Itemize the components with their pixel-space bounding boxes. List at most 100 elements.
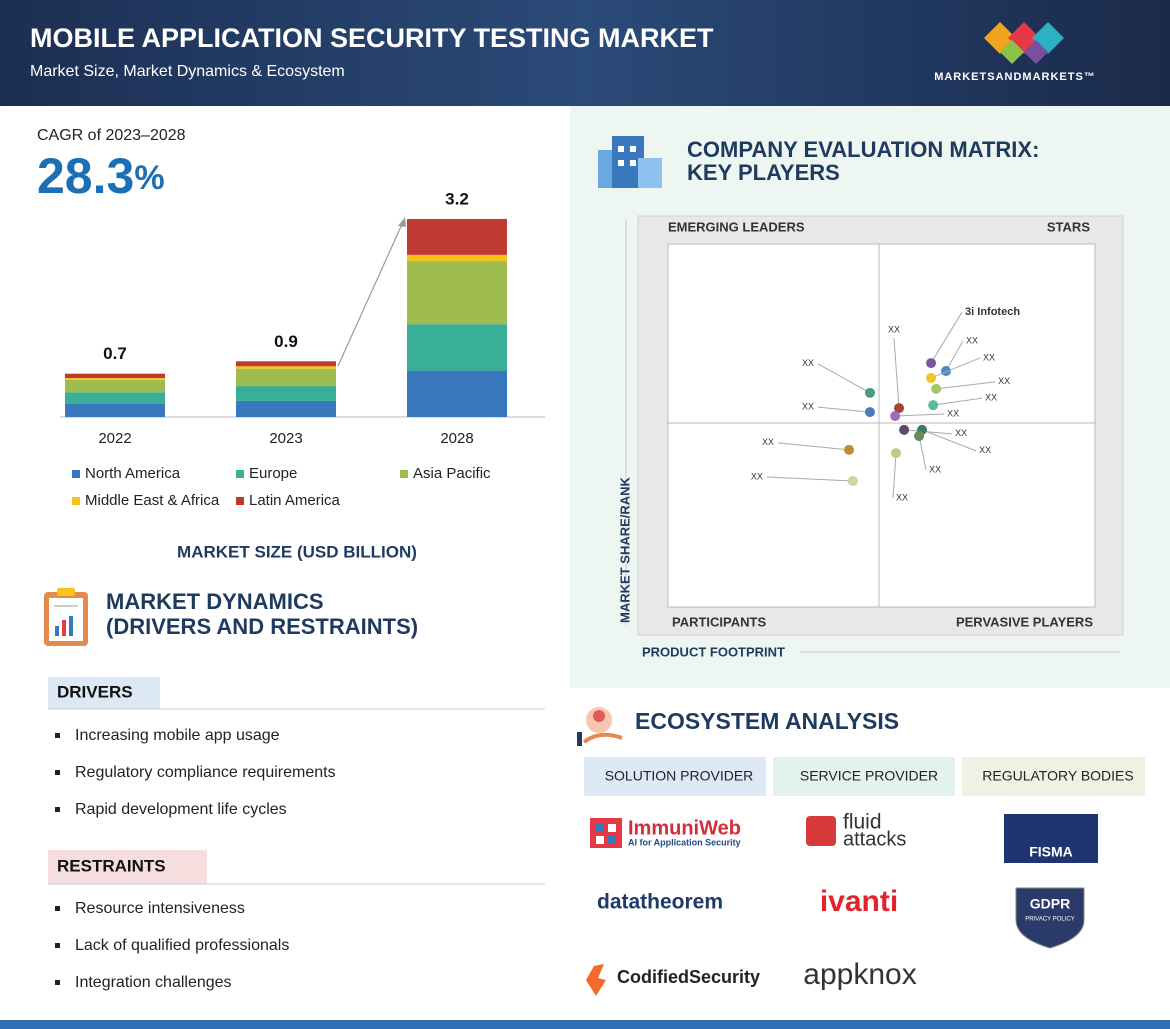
company-label: XX xyxy=(947,408,959,418)
footer-bar xyxy=(0,1020,1170,1029)
company-point xyxy=(940,366,951,377)
company-point xyxy=(894,403,905,414)
matrix-title: KEY PLAYERS xyxy=(687,160,840,185)
legend-swatch xyxy=(236,470,244,478)
company-point xyxy=(914,431,925,442)
list-item: Regulatory compliance requirements xyxy=(75,764,336,781)
company-logo: ImmuniWeb xyxy=(628,817,741,839)
dynamics-title: MARKET DYNAMICS xyxy=(106,589,324,614)
bullet xyxy=(55,733,60,738)
company-point xyxy=(926,372,937,383)
bullet xyxy=(55,906,60,911)
quadrant-label: PERVASIVE PLAYERS xyxy=(956,614,1093,629)
legend-label: North America xyxy=(85,465,181,482)
company-point xyxy=(891,448,902,459)
legend-label: Europe xyxy=(249,465,297,482)
bar-segment xyxy=(236,386,336,401)
quadrant-label: PARTICIPANTS xyxy=(672,614,766,629)
matrix-plot xyxy=(667,243,1096,608)
company-logo: fluid xyxy=(843,811,882,834)
building-icon xyxy=(598,136,662,188)
bar-total: 0.9 xyxy=(274,332,298,351)
leader-line xyxy=(817,363,871,394)
cagr-value: 28.3% xyxy=(37,148,165,204)
ecosystem-header: SOLUTION PROVIDER xyxy=(605,768,754,784)
drivers-heading: DRIVERS xyxy=(57,682,133,701)
company-tagline: PRIVACY POLICY xyxy=(1025,917,1074,923)
quadrant-label: EMERGING LEADERS xyxy=(668,219,805,234)
ecosystem-icon xyxy=(577,707,623,746)
company-label: XX xyxy=(955,428,967,438)
leader-line xyxy=(895,413,945,417)
ecosystem-tab xyxy=(962,757,1145,796)
bar-total: 0.7 xyxy=(103,344,127,363)
bar-segment xyxy=(407,254,507,262)
ecosystem-header: REGULATORY BODIES xyxy=(982,768,1133,784)
bar-segment xyxy=(407,324,507,371)
ecosystem-tab xyxy=(584,757,766,796)
bullet xyxy=(55,807,60,812)
company-point xyxy=(844,444,855,455)
company-logo: FISMA xyxy=(1029,844,1073,860)
list-item: Integration challenges xyxy=(75,974,232,991)
bar-total: 3.2 xyxy=(445,189,469,208)
company-label: XX xyxy=(985,393,997,403)
bullet xyxy=(55,943,60,948)
bar-segment xyxy=(65,379,165,393)
cagr-unit: % xyxy=(134,159,164,197)
company-point xyxy=(926,358,937,369)
legend-label: Asia Pacific xyxy=(413,465,491,482)
gdpr-badge xyxy=(1015,887,1085,949)
legend-label: Latin America xyxy=(249,492,341,509)
company-point xyxy=(899,424,910,435)
company-logo: attacks xyxy=(843,828,906,850)
x-tick-label: 2022 xyxy=(98,430,131,447)
company-tagline: AI for Application Security xyxy=(628,837,741,847)
drivers-tab xyxy=(48,677,160,709)
company-label: XX xyxy=(751,471,763,481)
bar-segment xyxy=(236,361,336,367)
company-logo: appknox xyxy=(803,958,916,991)
company-logo: datatheorem xyxy=(597,891,723,914)
leader-line xyxy=(766,476,853,482)
company-point xyxy=(890,411,901,422)
leader-line xyxy=(933,397,983,406)
ecosystem-title: ECOSYSTEM ANALYSIS xyxy=(635,708,899,734)
leader-line xyxy=(918,435,927,471)
leader-line xyxy=(930,311,963,364)
company-point xyxy=(864,387,875,398)
bar-segment xyxy=(65,378,165,380)
cagr-label: CAGR of 2023–2028 xyxy=(37,127,186,144)
leader-line xyxy=(921,429,977,452)
fluid-icon xyxy=(806,816,836,846)
list-item: Lack of qualified professionals xyxy=(75,937,289,954)
company-label: XX xyxy=(896,492,908,502)
leader-line xyxy=(930,357,981,379)
company-point xyxy=(931,383,942,394)
y-axis-title: MARKET SHARE/RANK xyxy=(617,476,632,623)
company-point xyxy=(864,407,875,418)
bar-segment xyxy=(407,370,507,417)
company-label: XX xyxy=(762,437,774,447)
company-label: 3i Infotech xyxy=(965,306,1020,318)
page-title: MOBILE APPLICATION SECURITY TESTING MARK… xyxy=(30,23,714,53)
list-item: Rapid development life cycles xyxy=(75,801,287,818)
bullet xyxy=(55,980,60,985)
ecosystem-header: SERVICE PROVIDER xyxy=(800,768,938,784)
x-tick-label: 2028 xyxy=(440,430,473,447)
legend-swatch xyxy=(236,497,244,505)
legend-swatch xyxy=(72,497,80,505)
brand-name: MARKETSANDMARKETS™ xyxy=(934,71,1096,83)
growth-arrow xyxy=(337,221,404,367)
company-label: XX xyxy=(802,401,814,411)
legend-label: Middle East & Africa xyxy=(85,492,220,509)
leader-line xyxy=(777,442,850,451)
bar-segment xyxy=(65,392,165,405)
bullet xyxy=(55,770,60,775)
company-label: XX xyxy=(802,358,814,368)
bar-segment xyxy=(65,404,165,417)
company-logo: CodifiedSecurity xyxy=(617,967,760,987)
company-label: XX xyxy=(929,464,941,474)
leader-line xyxy=(936,381,996,390)
